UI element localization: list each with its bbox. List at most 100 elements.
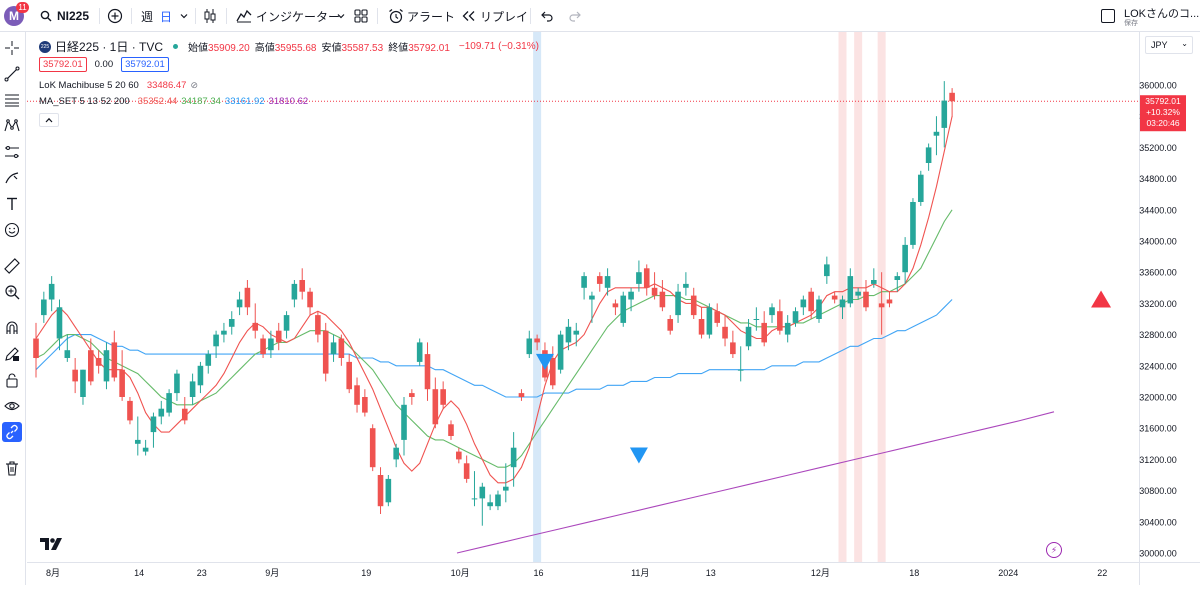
candle-body[interactable] <box>103 350 110 382</box>
candle-body[interactable] <box>440 389 446 405</box>
brush-tool[interactable] <box>2 168 22 188</box>
candle-body[interactable] <box>416 342 423 362</box>
pattern-tool[interactable] <box>2 116 22 136</box>
candle-body[interactable] <box>675 291 681 316</box>
candle-body[interactable] <box>401 404 407 440</box>
candle-body[interactable] <box>88 350 94 382</box>
candle-body[interactable] <box>377 475 384 507</box>
lightning-icon[interactable]: ⚡ <box>1046 542 1062 558</box>
candle-body[interactable] <box>894 276 901 280</box>
candle-body[interactable] <box>432 389 439 425</box>
candle-body[interactable] <box>197 365 204 386</box>
candle-body[interactable] <box>479 486 486 499</box>
candle-body[interactable] <box>565 326 572 343</box>
indicator-legend-machibuse[interactable]: LoK Machibuse 5 20 60 33486.47 ⊘ <box>39 80 198 91</box>
candle-body[interactable] <box>409 393 415 397</box>
candle-body[interactable] <box>730 342 736 355</box>
candle-body[interactable] <box>816 299 822 320</box>
redo-button[interactable] <box>569 0 581 32</box>
candle-body[interactable] <box>839 299 846 308</box>
series-legend[interactable]: 225 日経225 · 1日 · TVC 始値35909.20 高値35955.6… <box>39 38 539 55</box>
candle-body[interactable] <box>808 291 814 312</box>
candle-body[interactable] <box>260 338 266 355</box>
candle-body[interactable] <box>761 322 767 343</box>
candle-body[interactable] <box>518 393 525 397</box>
chart-area[interactable]: 36000.0035600.0035200.0034800.0034400.00… <box>27 32 1200 585</box>
text-tool[interactable] <box>2 194 22 214</box>
candle-body[interactable] <box>604 276 611 288</box>
candle-body[interactable] <box>871 280 877 284</box>
candle-body[interactable] <box>902 244 908 273</box>
layout-name[interactable]: LOKさんのコ... <box>1124 8 1200 20</box>
candle-body[interactable] <box>949 92 955 102</box>
candle-body[interactable] <box>792 311 799 323</box>
indicator-legend-ma-set[interactable]: MA_SET 5 13 52 200 35352.44 34187.34 331… <box>39 96 308 107</box>
candle-body[interactable] <box>393 447 399 460</box>
candle-body[interactable] <box>95 358 102 366</box>
candle-body[interactable] <box>166 393 172 413</box>
candle-body[interactable] <box>48 283 55 300</box>
candle-body[interactable] <box>933 131 940 136</box>
candle-body[interactable] <box>722 326 728 339</box>
candle-body[interactable] <box>127 400 133 421</box>
candle-body[interactable] <box>424 354 431 390</box>
candle-body[interactable] <box>111 342 118 378</box>
candle-body[interactable] <box>714 311 721 323</box>
candle-body[interactable] <box>745 326 752 347</box>
candle-body[interactable] <box>275 330 282 343</box>
candle-body[interactable] <box>643 268 650 288</box>
candle-body[interactable] <box>299 280 306 292</box>
candle-body[interactable] <box>690 295 697 316</box>
candle-body[interactable] <box>268 338 274 351</box>
candle-body[interactable] <box>628 291 634 300</box>
candle-body[interactable] <box>549 358 556 386</box>
candle-body[interactable] <box>471 498 478 500</box>
candle-body[interactable] <box>612 303 619 308</box>
candle-body[interactable] <box>941 100 948 128</box>
candle-body[interactable] <box>526 338 533 355</box>
candle-body[interactable] <box>456 451 462 460</box>
candle-body[interactable] <box>291 283 298 300</box>
candle-body[interactable] <box>824 264 830 277</box>
candle-body[interactable] <box>330 342 337 355</box>
hide-drawings-tool[interactable] <box>2 396 22 416</box>
candle-body[interactable] <box>534 338 540 343</box>
zoom-tool[interactable] <box>2 282 22 302</box>
trendline-tool[interactable] <box>2 64 22 84</box>
candle-body[interactable] <box>698 319 705 335</box>
compare-button[interactable] <box>107 0 123 32</box>
candle-body[interactable] <box>189 381 196 397</box>
candle-body[interactable] <box>659 291 666 308</box>
candle-body[interactable] <box>134 439 141 444</box>
candle-body[interactable] <box>737 369 744 371</box>
candle-body[interactable] <box>636 272 642 284</box>
candle-body[interactable] <box>354 385 360 405</box>
symbol-search[interactable]: NI225 <box>40 0 89 32</box>
candle-body[interactable] <box>784 322 791 335</box>
interval-day-button[interactable]: 日 <box>160 0 172 32</box>
candle-body[interactable] <box>213 334 219 347</box>
candle-body[interactable] <box>651 287 658 296</box>
candle-body[interactable] <box>573 330 580 335</box>
candle-body[interactable] <box>487 502 493 507</box>
lock-drawings-tool[interactable] <box>2 370 22 390</box>
candle-body[interactable] <box>557 334 564 370</box>
candle-body[interactable] <box>205 354 212 366</box>
candle-body[interactable] <box>777 311 783 331</box>
ruler-tool[interactable] <box>2 256 22 276</box>
interval-week-button[interactable]: 週 <box>141 0 153 32</box>
candle-body[interactable] <box>322 330 329 374</box>
alert-button[interactable]: アラート <box>388 0 455 32</box>
hidden-eye-off-icon[interactable]: ⊘ <box>190 80 198 90</box>
candle-body[interactable] <box>855 291 861 296</box>
candle-body[interactable] <box>581 276 587 288</box>
candle-body[interactable] <box>119 369 125 397</box>
replay-button[interactable]: リプレイ <box>462 0 528 32</box>
candle-body[interactable] <box>495 494 501 507</box>
currency-select[interactable]: JPY ⌄ <box>1145 36 1193 54</box>
candle-body[interactable] <box>181 408 188 421</box>
magnet-tool[interactable] <box>2 318 22 338</box>
candle-body[interactable] <box>56 307 63 339</box>
candle-body[interactable] <box>831 295 838 300</box>
candle-body[interactable] <box>910 202 916 245</box>
